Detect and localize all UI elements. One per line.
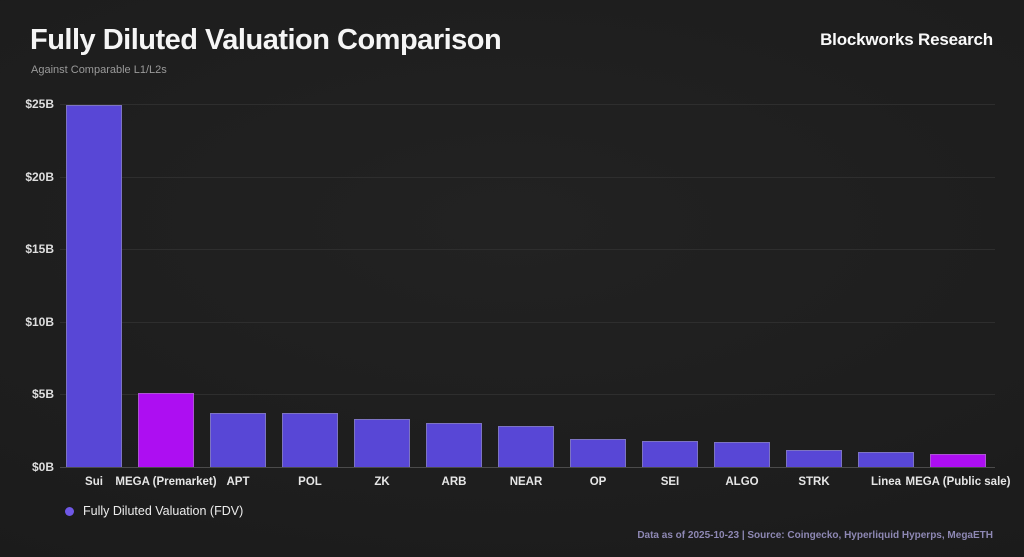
bar[interactable]: [570, 439, 626, 467]
x-axis-tick-label: MEGA (Public sale): [905, 476, 1011, 488]
x-axis-tick-label: Linea: [870, 476, 902, 488]
y-axis-tick-label: $15B: [25, 242, 54, 257]
source-note: Data as of 2025-10-23 | Source: Coingeck…: [637, 530, 993, 541]
x-axis-tick-label: ARB: [441, 476, 467, 488]
gridline: [60, 104, 995, 105]
x-axis-tick-label: SEI: [660, 476, 680, 488]
y-axis-tick-label: $20B: [25, 169, 54, 184]
x-axis-line: [60, 467, 995, 468]
legend: Fully Diluted Valuation (FDV): [65, 503, 243, 519]
gridline: [60, 321, 995, 323]
bar[interactable]: [210, 412, 266, 467]
x-axis-tick-label: POL: [298, 476, 322, 488]
bar[interactable]: [642, 440, 698, 467]
bar[interactable]: [138, 392, 194, 467]
bar[interactable]: [858, 452, 914, 467]
legend-label: Fully Diluted Valuation (FDV): [83, 504, 244, 518]
brand-wordmark: Blockworks Research: [820, 30, 993, 49]
y-axis-tick-label: $0B: [31, 460, 54, 474]
legend-dot-icon: [65, 506, 74, 516]
bar[interactable]: [426, 422, 482, 467]
y-axis-tick-label: $10B: [25, 314, 54, 329]
x-axis-tick-label: NEAR: [509, 476, 543, 488]
gridline: [60, 394, 995, 396]
bar[interactable]: [786, 449, 842, 467]
bar[interactable]: [930, 453, 986, 467]
x-axis-tick-label: ALGO: [725, 476, 759, 488]
gridline: [60, 249, 995, 251]
page-subtitle: Against Comparable L1/L2s: [31, 64, 167, 76]
gridline: [60, 176, 995, 178]
bar[interactable]: [282, 413, 338, 467]
x-axis-tick-label: ZK: [374, 476, 390, 488]
page-title: Fully Diluted Valuation Comparison: [30, 24, 502, 56]
y-axis-tick-label: $25B: [25, 97, 54, 111]
bar[interactable]: [498, 425, 554, 467]
bar[interactable]: [714, 442, 770, 467]
x-axis-tick-label: OP: [589, 476, 607, 488]
bar[interactable]: [354, 419, 410, 467]
x-axis-tick-label: Sui: [85, 476, 103, 488]
x-axis-tick-label: MEGA (Premarket): [115, 476, 217, 488]
x-axis-tick-label: APT: [226, 476, 250, 488]
y-axis-tick-label: $5B: [31, 387, 54, 402]
x-axis-tick-label: STRK: [798, 476, 830, 488]
bar[interactable]: [66, 105, 122, 467]
